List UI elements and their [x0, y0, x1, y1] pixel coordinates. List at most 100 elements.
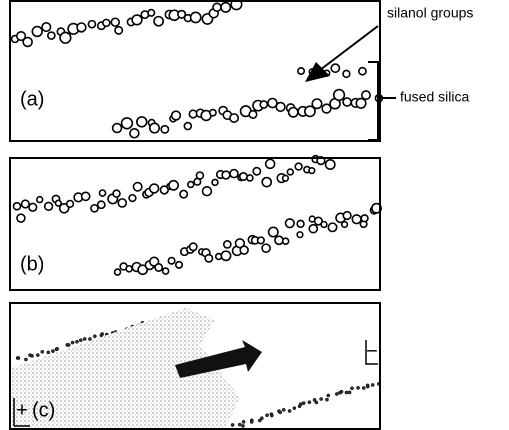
molecule — [355, 97, 367, 109]
molecule — [371, 202, 382, 214]
molecule — [220, 250, 232, 262]
molecule — [356, 386, 360, 390]
molecule — [252, 166, 262, 176]
molecule — [257, 418, 262, 423]
molecule — [296, 219, 305, 229]
molecule — [287, 106, 299, 118]
molecule — [234, 238, 246, 249]
molecule — [284, 218, 295, 229]
molecule — [188, 242, 198, 252]
molecule — [361, 386, 366, 390]
molecule — [92, 334, 97, 339]
molecule — [16, 356, 21, 360]
molecule — [342, 210, 352, 221]
molecule — [286, 168, 295, 176]
molecule — [179, 189, 189, 199]
molecule — [246, 174, 254, 182]
molecule — [58, 202, 70, 214]
molecule — [70, 340, 75, 345]
molecule — [350, 386, 354, 391]
molecule — [59, 31, 72, 44]
molecule — [46, 350, 51, 355]
molecule — [125, 264, 133, 273]
molecule — [129, 127, 140, 139]
panel-frame — [9, 0, 381, 142]
molecule — [41, 22, 52, 33]
molecule — [256, 236, 265, 245]
molecule — [264, 158, 276, 170]
molecule — [297, 67, 306, 76]
molecule — [78, 338, 83, 343]
molecule — [12, 201, 22, 211]
molecule — [229, 168, 239, 179]
molecule — [238, 171, 248, 182]
molecule — [186, 180, 195, 189]
molecule — [80, 191, 91, 202]
molecule — [24, 357, 28, 362]
molecule — [281, 237, 290, 246]
panel-label: (a) — [20, 88, 44, 110]
molecules — [10, 0, 384, 430]
molecule — [370, 383, 375, 387]
molecule — [161, 267, 170, 275]
panel-frame — [9, 302, 381, 430]
molecule — [275, 101, 286, 113]
molecule — [340, 220, 349, 229]
molecule — [113, 268, 122, 276]
molecule — [43, 201, 54, 212]
molecule — [287, 409, 292, 413]
molecule — [261, 243, 271, 254]
molecule — [76, 22, 87, 33]
molecule — [314, 400, 319, 405]
molecule — [221, 170, 231, 180]
molecule — [102, 18, 111, 28]
molecule — [201, 185, 213, 197]
molecule — [154, 263, 164, 272]
annotation: fused silica — [400, 89, 469, 105]
molecule — [30, 354, 34, 358]
molecule — [117, 198, 128, 208]
molecule — [66, 343, 71, 347]
molecule — [51, 349, 55, 353]
molecule — [330, 63, 341, 74]
molecule — [261, 176, 273, 188]
solution-region — [12, 308, 240, 428]
molecule — [241, 424, 245, 428]
molecule — [204, 253, 214, 263]
molecule — [90, 203, 99, 213]
molecule — [88, 337, 92, 341]
molecule — [313, 216, 323, 226]
molecule — [120, 117, 134, 130]
molecule — [96, 200, 106, 210]
charge-minus: − — [366, 340, 378, 362]
molecule — [237, 422, 242, 427]
molecule — [15, 30, 27, 42]
molecule — [342, 69, 351, 79]
molecule — [327, 222, 338, 233]
molecule — [230, 0, 243, 11]
molecule — [281, 174, 290, 182]
molecule — [296, 231, 304, 239]
molecule — [114, 25, 124, 35]
molecule — [175, 260, 184, 269]
molecule — [249, 420, 254, 424]
molecule — [208, 108, 217, 117]
molecule — [211, 178, 219, 187]
flow-arrow — [175, 340, 262, 378]
electrode-left — [13, 398, 30, 427]
molecule — [20, 199, 30, 209]
molecule — [267, 97, 278, 109]
molecule — [35, 353, 40, 357]
molecule — [110, 17, 120, 27]
molecule — [28, 202, 38, 212]
molecule — [342, 97, 352, 107]
molecule — [319, 397, 323, 401]
molecule — [267, 226, 279, 238]
molecule — [40, 349, 45, 354]
pointer-head — [305, 62, 330, 82]
molecule — [259, 100, 269, 109]
charge-plus: + — [16, 399, 28, 421]
molecule — [278, 410, 283, 415]
molecule — [131, 14, 143, 26]
